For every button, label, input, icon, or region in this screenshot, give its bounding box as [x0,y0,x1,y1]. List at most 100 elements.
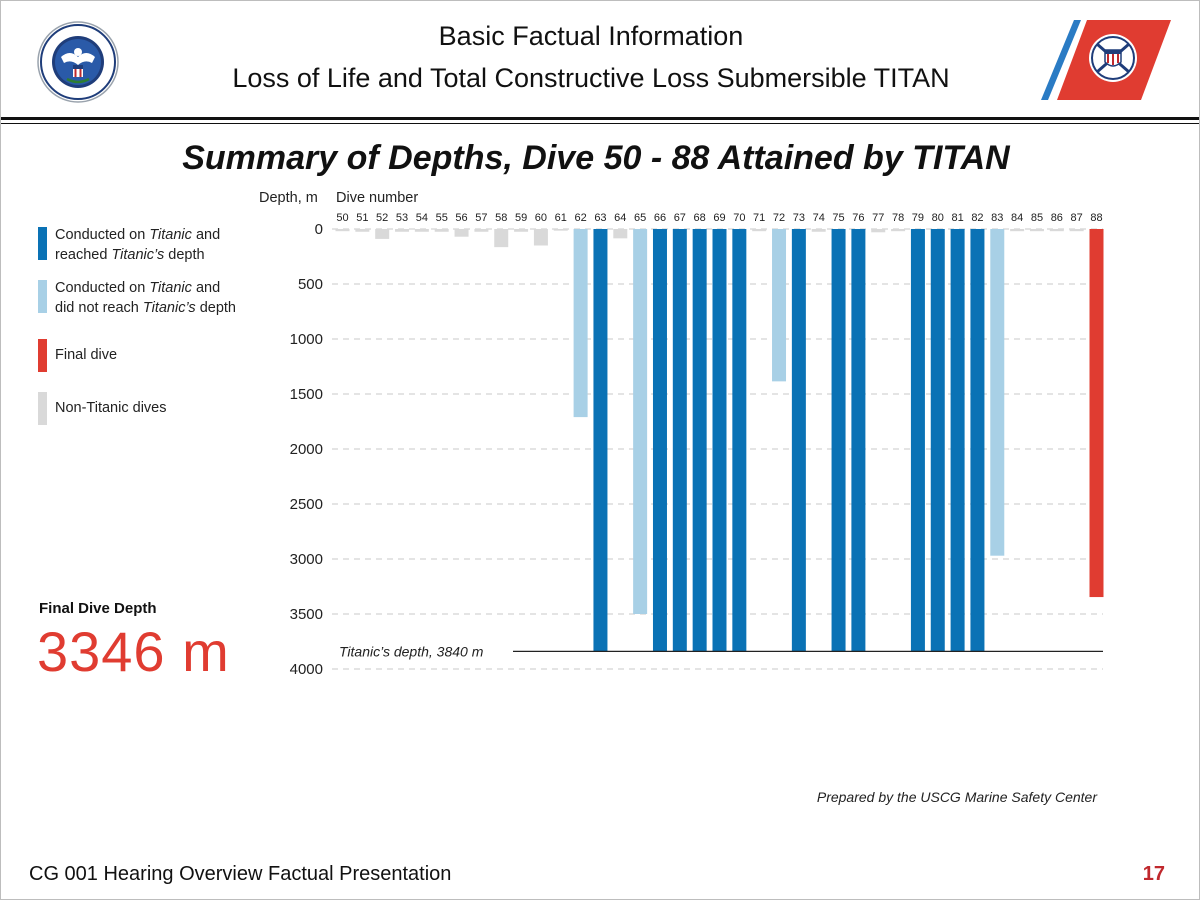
bar-dive-82 [970,229,985,652]
bar-dive-75 [831,229,846,652]
header-rule-thick [1,117,1199,120]
bar-dive-71 [752,229,767,232]
x-tick-label: 65 [634,212,646,224]
y-tick-label: 1000 [290,331,323,348]
legend-label: Conducted on Titanic and did not reach T… [55,280,236,316]
bar-dive-76 [851,229,866,652]
x-tick-label: 73 [793,212,805,224]
y-tick-label: 500 [298,276,323,293]
x-tick-label: 87 [1071,212,1083,224]
y-tick-label: 3000 [290,551,323,568]
bar-dive-78 [891,229,906,232]
bar-dive-88 [1089,229,1104,598]
legend-label: Final dive [55,347,118,363]
bar-dive-58 [494,229,509,248]
x-tick-label: 69 [713,212,725,224]
bar-dive-70 [732,229,747,652]
bar-dive-84 [1010,229,1025,232]
x-tick-label: 80 [932,212,944,224]
y-tick-label: 0 [315,221,323,238]
x-tick-label: 62 [574,212,586,224]
uscg-racing-stripe-icon [1041,20,1171,100]
bar-dive-53 [395,229,410,232]
bar-dive-63 [593,229,608,652]
bar-dive-57 [474,229,489,232]
x-tick-label: 66 [654,212,666,224]
x-tick-label: 61 [555,212,567,224]
bar-dive-59 [514,229,529,232]
bar-dive-54 [414,229,429,232]
legend-item-titanic-reached: Conducted on Titanic and reached Titanic… [38,223,278,263]
x-tick-label: 53 [396,212,408,224]
x-tick-label: 56 [455,212,467,224]
x-tick-label: 57 [475,212,487,224]
legend-label: Non-Titanic dives [55,400,167,416]
legend-swatch [38,339,47,372]
legend-item-titanic-not-reached: Conducted on Titanic and did not reach T… [38,276,278,316]
dhs-seal-icon [37,21,119,103]
y-tick-label: 2500 [290,496,323,513]
x-tick-label: 76 [852,212,864,224]
x-tick-label: 51 [356,212,368,224]
bar-dive-52 [375,229,390,239]
x-tick-label: 86 [1051,212,1063,224]
bar-dive-72 [772,229,787,382]
x-tick-label: 50 [336,212,348,224]
legend-swatch [38,227,47,260]
legend-item-non-titanic: Non-Titanic dives [38,388,278,428]
x-tick-label: 88 [1090,212,1102,224]
header-title-line-1: Basic Factual Information [438,21,744,51]
x-tick-label: 59 [515,212,527,224]
final-dive-depth-label: Final Dive Depth [39,600,157,617]
x-tick-label: 74 [813,212,825,224]
y-tick-label: 3500 [290,606,323,623]
x-tick-label: 54 [416,212,428,224]
bar-dive-85 [1029,229,1044,232]
bar-dive-64 [613,229,628,239]
x-tick-label: 60 [535,212,547,224]
bar-dive-66 [652,229,667,652]
x-tick-label: 75 [832,212,844,224]
x-tick-label: 63 [594,212,606,224]
y-axis-label: Depth, m [259,190,318,206]
x-tick-label: 64 [614,212,626,224]
footer-text: CG 001 Hearing Overview Factual Presenta… [29,863,452,885]
x-tick-label: 67 [674,212,686,224]
bar-dive-55 [434,229,449,232]
bar-dive-56 [454,229,469,237]
legend-label: Conducted on Titanic and reached Titanic… [55,227,221,263]
x-tick-label: 82 [971,212,983,224]
bar-dive-81 [950,229,965,652]
prepared-by-note: Prepared by the USCG Marine Safety Cente… [816,789,1097,805]
x-tick-label: 70 [733,212,745,224]
x-tick-label: 58 [495,212,507,224]
x-tick-label: 72 [773,212,785,224]
bar-dive-50 [335,229,350,232]
bar-dive-74 [811,229,826,232]
bar-dive-62 [573,229,588,418]
bar-dive-83 [990,229,1005,556]
x-tick-label: 68 [694,212,706,224]
x-tick-label: 84 [1011,212,1023,224]
x-tick-label: 78 [892,212,904,224]
bar-dive-73 [791,229,806,652]
y-tick-label: 2000 [290,441,323,458]
bar-dive-80 [930,229,945,652]
legend-swatch [38,280,47,313]
bar-dive-68 [692,229,707,652]
bar-dive-69 [712,229,727,652]
y-tick-label: 4000 [290,661,323,678]
page-number: 17 [1142,863,1165,885]
legend-item-final: Final dive [38,335,278,375]
bar-dive-77 [871,229,886,233]
bar-dive-87 [1069,229,1084,232]
bar-dive-60 [533,229,548,246]
x-tick-label: 79 [912,212,924,224]
x-tick-label: 81 [951,212,963,224]
bar-dive-79 [910,229,925,652]
x-tick-label: 52 [376,212,388,224]
header-title-line-2: Loss of Life and Total Constructive Loss… [232,63,950,93]
bar-dive-61 [553,229,568,231]
final-dive-depth-value: 3346 m [37,620,230,683]
